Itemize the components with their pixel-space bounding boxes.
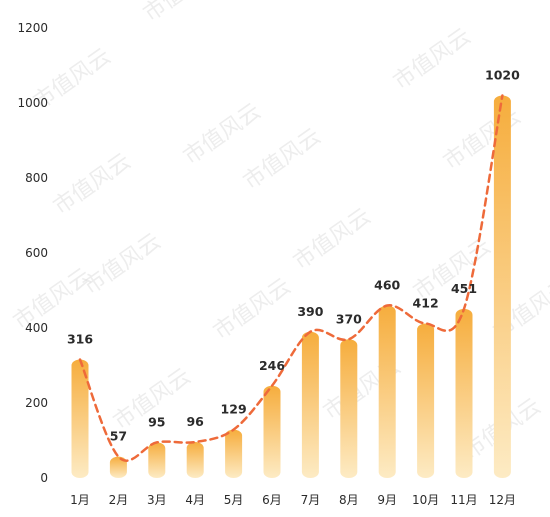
watermark-text: 市值风云 <box>239 124 325 195</box>
data-label: 1020 <box>485 68 520 83</box>
data-label: 412 <box>413 296 439 311</box>
bar <box>455 308 473 478</box>
x-tick-label: 10月 <box>412 493 439 507</box>
y-tick-label: 1200 <box>17 21 48 35</box>
x-tick-label: 12月 <box>489 493 516 507</box>
bar <box>378 305 396 478</box>
data-label: 390 <box>297 304 323 319</box>
x-tick-label: 2月 <box>109 493 129 507</box>
bar <box>225 429 243 478</box>
x-tick-label: 8月 <box>339 493 359 507</box>
x-tick-label: 1月 <box>70 493 90 507</box>
x-tick-label: 6月 <box>262 493 282 507</box>
data-label: 370 <box>336 311 362 326</box>
bar <box>493 95 511 478</box>
watermark-text: 市值风云 <box>389 24 475 95</box>
watermark-text: 市值风云 <box>439 104 525 175</box>
data-label: 96 <box>186 414 204 429</box>
data-labels-group: 316 57 95 96 129 246 390 370 460 412 451 1020 <box>67 68 520 444</box>
bar <box>301 331 319 478</box>
watermark-text: 市值风云 <box>139 0 225 27</box>
x-tick-label: 4月 <box>185 493 205 507</box>
y-tick-label: 800 <box>25 171 48 185</box>
y-tick-label: 200 <box>25 396 48 410</box>
bar <box>109 456 127 478</box>
x-tick-label: 7月 <box>301 493 321 507</box>
bar <box>263 385 281 478</box>
y-tick-label: 400 <box>25 321 48 335</box>
watermark-text: 市值风云 <box>179 99 265 170</box>
bar <box>340 339 358 478</box>
y-axis: 0 200 400 600 800 1000 1200 <box>17 21 48 485</box>
x-tick-label: 11月 <box>450 493 477 507</box>
watermark-text: 市值风云 <box>79 229 165 300</box>
y-tick-label: 600 <box>25 246 48 260</box>
bar <box>148 442 166 478</box>
data-label: 129 <box>221 402 247 417</box>
watermark-text: 市值风云 <box>289 204 375 275</box>
x-axis: 1月 2月 3月 4月 5月 6月 7月 8月 9月 10月 11月 12月 <box>70 493 516 507</box>
bar <box>186 442 204 478</box>
data-label: 451 <box>451 281 477 296</box>
trend-line-group <box>78 94 504 462</box>
data-label: 57 <box>110 429 127 444</box>
data-label: 95 <box>148 414 165 429</box>
x-tick-label: 5月 <box>224 493 244 507</box>
y-tick-label: 0 <box>40 471 48 485</box>
data-label: 246 <box>259 358 285 373</box>
bar <box>71 359 89 478</box>
trend-line <box>78 94 504 462</box>
watermark-text: 市值风云 <box>49 149 135 220</box>
bars-group <box>71 95 511 478</box>
x-tick-label: 3月 <box>147 493 167 507</box>
bar <box>417 323 435 478</box>
data-label: 316 <box>67 332 93 347</box>
watermark-text: 市值风云 <box>9 264 95 335</box>
x-tick-label: 9月 <box>377 493 397 507</box>
y-tick-label: 1000 <box>17 96 48 110</box>
watermark-text: 市值风云 <box>209 274 295 345</box>
data-label: 460 <box>374 278 400 293</box>
